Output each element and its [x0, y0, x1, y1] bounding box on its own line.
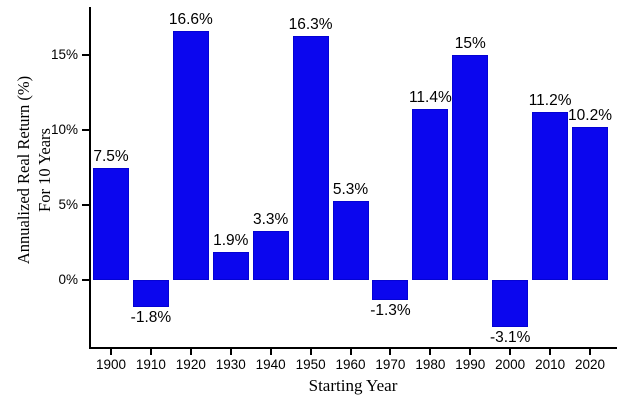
bar-1980: [412, 109, 449, 280]
x-tick-label: 1960: [335, 357, 366, 372]
bar-2000: [492, 280, 529, 327]
bar-value-label: 7.5%: [93, 147, 129, 165]
x-tick-mark: [269, 349, 272, 355]
x-tick-mark: [110, 349, 112, 355]
x-tick-label: 1930: [215, 357, 246, 372]
bar-1930: [212, 251, 249, 280]
bar-1990: [452, 55, 489, 280]
x-tick-label: 1970: [375, 357, 406, 372]
bar-1910: [132, 280, 169, 307]
y-axis-title: Annualized Real Return (%) For 10 Years: [13, 76, 55, 264]
y-tick-label: 5%: [58, 197, 78, 212]
bar-value-label: 5.3%: [332, 180, 369, 198]
x-tick-label: 1980: [415, 357, 446, 372]
x-tick-mark: [349, 349, 352, 355]
x-tick-mark: [149, 349, 152, 355]
x-axis-line: [89, 347, 617, 349]
x-axis-title: Starting Year: [308, 376, 398, 395]
x-tick-mark: [469, 349, 472, 355]
bar-value-label: 11.4%: [408, 89, 452, 106]
y-tick-mark: [82, 129, 89, 131]
y-tick-label: 0%: [58, 272, 78, 287]
plot-area: 0% 5% 10% 15% 7.5% 1900 -1.8% 1910 16.6% 1920 1.9%…: [51, 7, 617, 372]
bar-value-label: 15%: [454, 35, 486, 52]
x-tick-mark: [429, 349, 432, 355]
x-tick-label: 1950: [295, 357, 326, 372]
bar-1920: [172, 31, 209, 280]
bar-1900: [93, 167, 129, 280]
x-tick-label: 1990: [455, 357, 486, 372]
y-tick-mark: [82, 279, 89, 281]
y-axis-title-line1: Annualized Real Return (%): [14, 75, 33, 265]
y-axis-line: [89, 7, 91, 349]
x-tick-label: 1910: [135, 357, 166, 372]
bar-1940: [252, 230, 289, 280]
bar-value-label: 16.6%: [168, 11, 213, 28]
x-tick-label: 1920: [175, 357, 206, 372]
bar-2010: [532, 112, 569, 280]
bar-value-label: 1.9%: [213, 231, 249, 249]
y-tick-mark: [82, 54, 89, 56]
y-axis-title-line2: For 10 Years: [35, 128, 54, 212]
x-tick-label: 1940: [255, 357, 286, 372]
bar-value-label: 10.2%: [568, 107, 612, 124]
x-tick-mark: [509, 349, 512, 355]
x-tick-label: 2010: [535, 357, 566, 372]
x-tick-label: 2020: [575, 357, 606, 372]
x-tick-label: 2000: [495, 357, 526, 372]
bar-value-label: -1.8%: [130, 309, 172, 326]
bar-value-label: 11.2%: [528, 92, 572, 109]
bar-value-label: -1.3%: [370, 301, 411, 319]
x-tick-mark: [549, 349, 552, 355]
bar-value-label: 16.3%: [288, 15, 333, 33]
bar-1970: [372, 280, 409, 300]
bar-1950: [292, 35, 329, 280]
bar-2020: [572, 127, 609, 280]
bar-value-label: -3.1%: [489, 328, 531, 346]
bar-1960: [332, 200, 369, 280]
x-tick-mark: [229, 349, 232, 355]
x-tick-mark: [189, 349, 192, 355]
y-tick-label: 10%: [50, 122, 78, 137]
x-tick-label: 1900: [95, 357, 127, 372]
x-tick-mark: [389, 349, 392, 355]
bar-value-label: 3.3%: [253, 210, 289, 228]
y-tick-label: 15%: [50, 47, 78, 62]
x-tick-mark: [589, 349, 592, 355]
x-tick-mark: [309, 349, 312, 355]
y-tick-mark: [82, 204, 89, 206]
